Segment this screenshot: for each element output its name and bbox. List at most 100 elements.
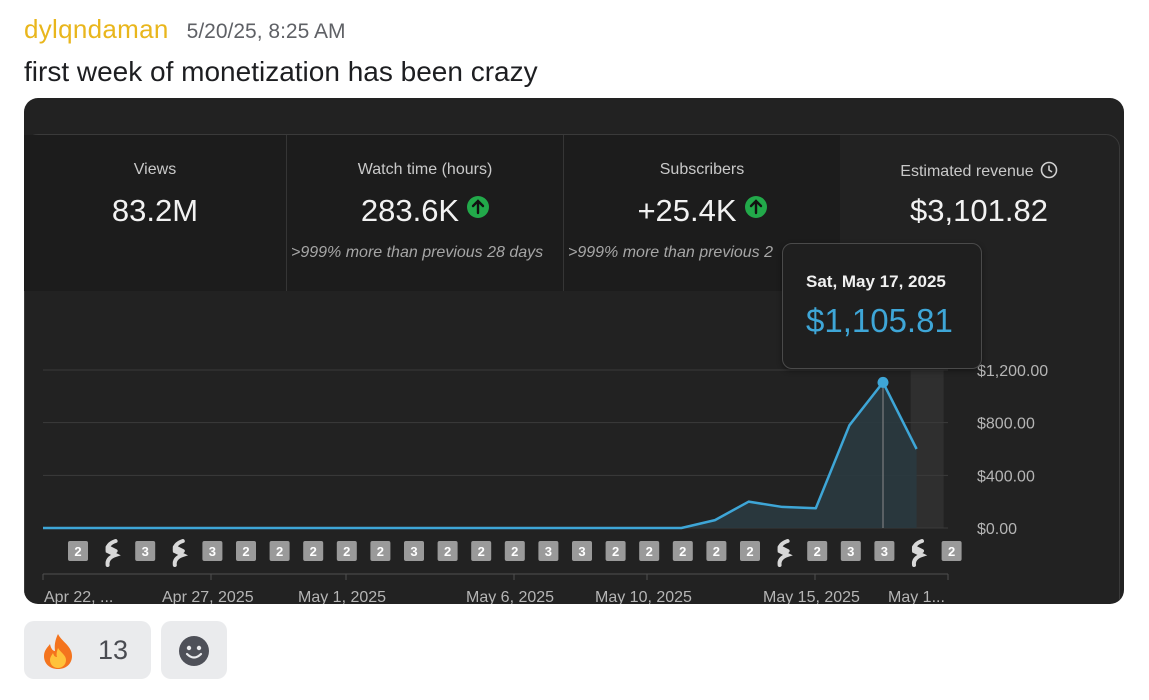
video-count-badge — [672, 541, 693, 561]
video-count-badge — [572, 541, 592, 561]
video-count-badge — [336, 541, 357, 561]
reaction-fire[interactable]: 13 — [24, 621, 151, 679]
video-count-badge — [404, 541, 424, 561]
video-count-label: 2 — [444, 544, 451, 559]
video-count-badge — [874, 541, 895, 561]
shorts-icon — [777, 539, 793, 567]
revenue-chart[interactable]: $1,200.00 $800.00 $400.00 $0.00 2 3 3 2 2 2 2 2 3 2 2 2… — [24, 98, 1124, 604]
shorts-icon — [172, 539, 189, 567]
video-count-badge — [202, 541, 223, 561]
video-count-label: 3 — [881, 544, 888, 559]
video-count-badge — [437, 541, 458, 561]
video-count-label: 3 — [142, 544, 149, 559]
video-count-badge — [807, 541, 828, 561]
video-count-label: 2 — [343, 544, 350, 559]
stat-label: Estimated revenue — [900, 163, 1034, 180]
y-tick-label: $800.00 — [977, 416, 1035, 433]
stat-label: Subscribers — [659, 161, 745, 178]
arrow-up-icon — [467, 196, 490, 218]
video-count-label: 2 — [377, 544, 384, 559]
video-count-label: 3 — [410, 544, 417, 559]
stat-note: >999% more than previous 2 — [568, 244, 774, 261]
x-tick-label: May 1, 2025 — [298, 589, 386, 604]
video-count-label: 2 — [276, 544, 283, 559]
message-header: dylqndaman 5/20/25, 8:25 AM — [24, 14, 345, 46]
arrow-up-icon — [744, 196, 767, 218]
video-count-label: 2 — [646, 544, 653, 559]
video-count-badge — [370, 541, 391, 561]
stat-divider — [286, 135, 287, 291]
clock-icon — [1040, 161, 1058, 184]
video-count-label: 3 — [209, 544, 216, 559]
video-count-label: 2 — [310, 544, 317, 559]
stat-value: $3,101.82 — [910, 193, 1048, 228]
video-count-badge — [135, 541, 156, 561]
y-tick-label: $1,200.00 — [977, 363, 1048, 380]
stat-label: Views — [133, 161, 177, 178]
stat-watch-time[interactable]: Watch time (hours) 283.6K >999% more tha… — [287, 135, 563, 291]
video-count-badge — [840, 541, 861, 561]
shorts-icon — [105, 539, 121, 567]
video-count-badge — [269, 541, 290, 561]
video-count-label: 2 — [478, 544, 485, 559]
video-count-badge — [538, 541, 559, 561]
video-count-label: 2 — [713, 544, 720, 559]
username[interactable]: dylqndaman — [24, 14, 169, 44]
series-line — [43, 381, 918, 530]
stat-value: 83.2M — [111, 193, 199, 228]
x-tick-label: May 1... — [888, 589, 945, 604]
tooltip-date: Sat, May 17, 2025 — [806, 272, 946, 291]
video-count-badge — [303, 541, 324, 561]
stat-views[interactable]: Views 83.2M — [24, 135, 286, 291]
x-tick-label: Apr 27, 2025 — [162, 589, 254, 604]
video-count-label: 2 — [746, 544, 753, 559]
video-count-label: 3 — [545, 544, 552, 559]
video-count-badge — [68, 541, 88, 561]
x-tick-label: May 10, 2025 — [595, 589, 692, 604]
video-count-label: 2 — [948, 544, 955, 559]
image-attachment[interactable]: Views 83.2M Watch time (hours) 283.6K >9… — [24, 98, 1124, 604]
add-reaction-icon — [177, 634, 211, 673]
analytics-card — [24, 134, 1120, 604]
tooltip-value: $1,105.81 — [806, 302, 953, 339]
video-count-badge — [941, 541, 962, 561]
shorts-icon — [911, 539, 928, 567]
video-count-label: 2 — [511, 544, 518, 559]
video-count-label: 2 — [74, 544, 81, 559]
stat-value: 283.6K — [360, 193, 460, 228]
area-fill — [43, 382, 917, 528]
data-point — [877, 376, 889, 388]
video-count-label: 2 — [679, 544, 686, 559]
x-tick-label: Apr 22, ... — [44, 589, 113, 604]
video-count-badge — [639, 541, 660, 561]
stat-divider — [563, 135, 564, 291]
video-count-badge — [740, 541, 760, 561]
x-tick-label: May 6, 2025 — [466, 589, 554, 604]
add-reaction-button[interactable] — [161, 621, 227, 679]
video-count-label: 2 — [612, 544, 619, 559]
reaction-count: 13 — [98, 635, 129, 665]
stat-note: >999% more than previous 28 days — [291, 244, 544, 261]
message-timestamp: 5/20/25, 8:25 AM — [186, 20, 346, 43]
stat-value: +25.4K — [637, 193, 737, 228]
message-text: first week of monetization has been craz… — [24, 56, 538, 87]
video-count-badge — [605, 541, 626, 561]
video-count-label: 2 — [814, 544, 821, 559]
video-count-label: 3 — [578, 544, 585, 559]
video-count-badge — [504, 541, 525, 561]
stat-value-wrap: +25.4K — [564, 193, 840, 229]
stat-label-wrap: Estimated revenue — [840, 161, 1118, 184]
video-count-badge — [706, 541, 727, 561]
video-count-label: 2 — [242, 544, 249, 559]
y-tick-label: $0.00 — [977, 521, 1017, 538]
stat-value-wrap: 283.6K — [287, 193, 563, 229]
stat-revenue[interactable]: Estimated revenue $3,101.82 — [840, 135, 1118, 291]
stat-label: Watch time (hours) — [357, 161, 493, 178]
chart-tooltip: Sat, May 17, 2025 $1,105.81 — [782, 243, 982, 369]
video-count-badge — [236, 541, 256, 561]
stat-subscribers[interactable]: Subscribers +25.4K >999% more than previ… — [564, 135, 840, 291]
video-count-badge — [471, 541, 492, 561]
stats-row — [24, 135, 840, 291]
video-count-label: 3 — [847, 544, 854, 559]
y-tick-label: $400.00 — [977, 468, 1035, 485]
